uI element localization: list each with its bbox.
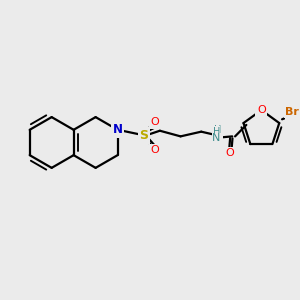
Text: O: O xyxy=(225,148,234,158)
Text: N: N xyxy=(212,133,220,143)
Text: H
N: H N xyxy=(214,124,222,146)
Text: O: O xyxy=(151,117,160,127)
Text: H: H xyxy=(213,127,220,137)
Text: Br: Br xyxy=(286,107,299,117)
Text: S: S xyxy=(140,129,148,142)
Text: O: O xyxy=(151,146,160,155)
Text: N: N xyxy=(112,123,123,136)
Text: O: O xyxy=(257,105,266,115)
